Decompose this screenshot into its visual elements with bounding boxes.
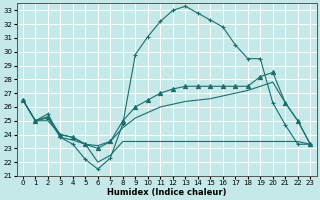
X-axis label: Humidex (Indice chaleur): Humidex (Indice chaleur) [107, 188, 226, 197]
